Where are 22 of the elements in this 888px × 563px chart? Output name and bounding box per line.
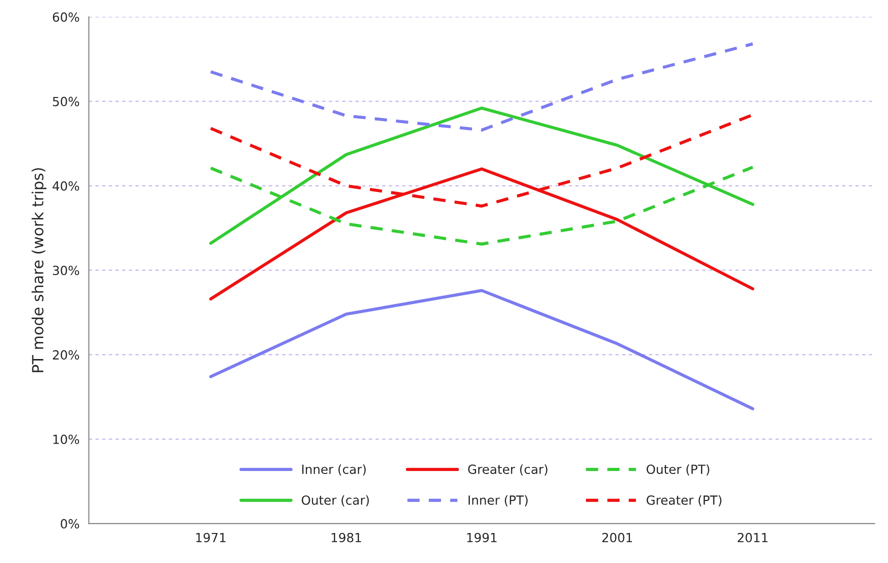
x-tick-label: 2011 bbox=[738, 532, 768, 542]
y-tick-label: 60% bbox=[52, 12, 80, 22]
line-series bbox=[209, 288, 754, 410]
y-tick-label: 20% bbox=[52, 350, 80, 360]
y-tick-label: 30% bbox=[52, 266, 80, 276]
x-tick-label: 1991 bbox=[467, 532, 496, 542]
legend-label: Inner (car) bbox=[302, 464, 366, 476]
x-tick-label: 1981 bbox=[332, 532, 361, 542]
legend-label: Greater (PT) bbox=[646, 495, 722, 506]
legend-label: Inner (PT) bbox=[468, 495, 528, 506]
y-tick-label: 10% bbox=[53, 434, 80, 444]
line-series bbox=[209, 42, 754, 132]
legend-label: Outer (PT) bbox=[646, 464, 710, 476]
legend-label: Outer (car) bbox=[302, 495, 369, 506]
y-axis-title: PT mode share (work trips) bbox=[32, 168, 46, 372]
y-tick-label: 50% bbox=[52, 96, 80, 106]
y-tick-label: 40% bbox=[52, 181, 80, 191]
line-series bbox=[209, 106, 754, 245]
legend-label: Greater (car) bbox=[468, 464, 548, 476]
y-tick-label: 0% bbox=[60, 519, 80, 529]
x-tick-label: 2001 bbox=[602, 532, 632, 542]
x-tick-label: 1971 bbox=[196, 532, 226, 542]
